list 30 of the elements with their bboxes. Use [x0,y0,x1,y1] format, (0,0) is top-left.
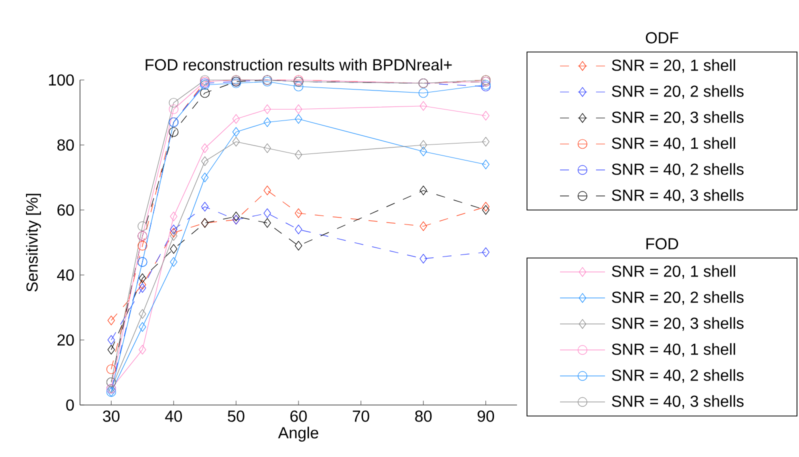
legend-label: SNR = 20, 2 shells [612,291,744,305]
y-tick-label: 0 [66,399,74,411]
legend-label: SNR = 20, 3 shells [612,317,744,331]
y-tick-label: 40 [57,269,74,281]
legend-label: SNR = 40, 1 shell [612,137,736,151]
legend-label: SNR = 40, 3 shells [612,189,744,203]
legend-title: ODF [646,32,678,44]
legend-label: SNR = 20, 1 shell [612,59,736,73]
x-tick-label: 40 [165,410,182,422]
y-axis-title: Sensitivity [%] [26,194,41,292]
y-tick-label: 100 [49,74,74,86]
y-tick-label: 20 [57,334,74,346]
legend-label: SNR = 40, 1 shell [612,343,736,357]
y-tick-label: 60 [57,204,74,216]
x-tick-label: 60 [290,410,307,422]
legend-label: SNR = 20, 2 shells [612,85,744,99]
chart-title: FOD reconstruction results with BPDNreal+ [146,58,452,70]
x-axis-title: Angle [278,426,318,442]
x-tick-label: 50 [228,410,244,422]
x-tick-label: 30 [102,410,120,422]
text: FOD [646,238,678,250]
x-tick-label: 90 [478,410,494,422]
x-tick-label: 80 [415,410,432,422]
legend-label: SNR = 40, 3 shells [612,395,744,409]
legend-label: SNR = 20, 3 shells [612,111,744,125]
legend-label: SNR = 40, 2 shells [612,369,744,383]
x-tick-label: 70 [352,410,370,422]
legend-label: SNR = 40, 2 shells [612,163,744,177]
legend-label: SNR = 20, 1 shell [612,265,736,279]
y-tick-label: 80 [57,139,74,151]
